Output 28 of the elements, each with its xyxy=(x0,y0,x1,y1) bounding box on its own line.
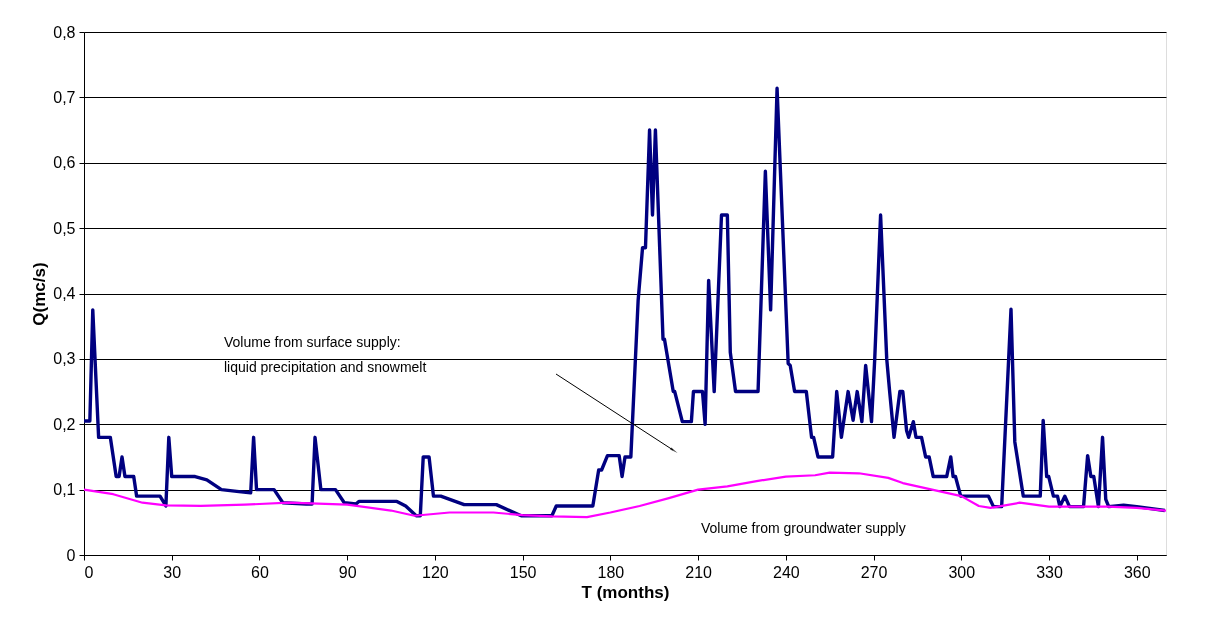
y-tick-label: 0,6 xyxy=(53,154,76,172)
y-tick-label: 0,7 xyxy=(53,88,76,106)
y-tick-label: 0,5 xyxy=(53,219,76,237)
x-tick-label: 150 xyxy=(509,563,537,581)
y-tick-label: 0,2 xyxy=(53,415,76,433)
x-tick-label: 90 xyxy=(338,563,357,581)
line-series xyxy=(82,86,1167,518)
x-tick-label: 30 xyxy=(163,563,182,581)
x-tick-label: 0 xyxy=(84,563,94,581)
y-tick-label: 0,3 xyxy=(53,350,76,368)
line-series xyxy=(82,471,1168,519)
y-tick-label: 0,1 xyxy=(53,481,76,499)
x-axis-title: T (months) xyxy=(581,582,670,602)
y-axis-title: Q(mc/s) xyxy=(30,262,50,326)
y-tick-label: 0,8 xyxy=(53,23,76,41)
x-tick-label: 300 xyxy=(948,563,976,581)
x-tick-label: 240 xyxy=(772,563,800,581)
x-tick-label: 360 xyxy=(1123,563,1151,581)
x-tick-label: 120 xyxy=(422,563,449,581)
x-tick-label: 210 xyxy=(685,563,713,581)
x-tick-label: 180 xyxy=(597,563,625,581)
annotation: Volume from groundwater supply xyxy=(701,520,906,536)
x-tick-label: 330 xyxy=(1036,563,1063,581)
annotation: Volume from surface supply: liquid precipitation and snowmelt xyxy=(224,334,427,375)
x-tick-label: 270 xyxy=(860,563,888,581)
y-tick-label: 0,4 xyxy=(53,285,76,302)
y-tick-label: 0 xyxy=(66,546,76,564)
x-tick-label: 60 xyxy=(251,563,269,581)
